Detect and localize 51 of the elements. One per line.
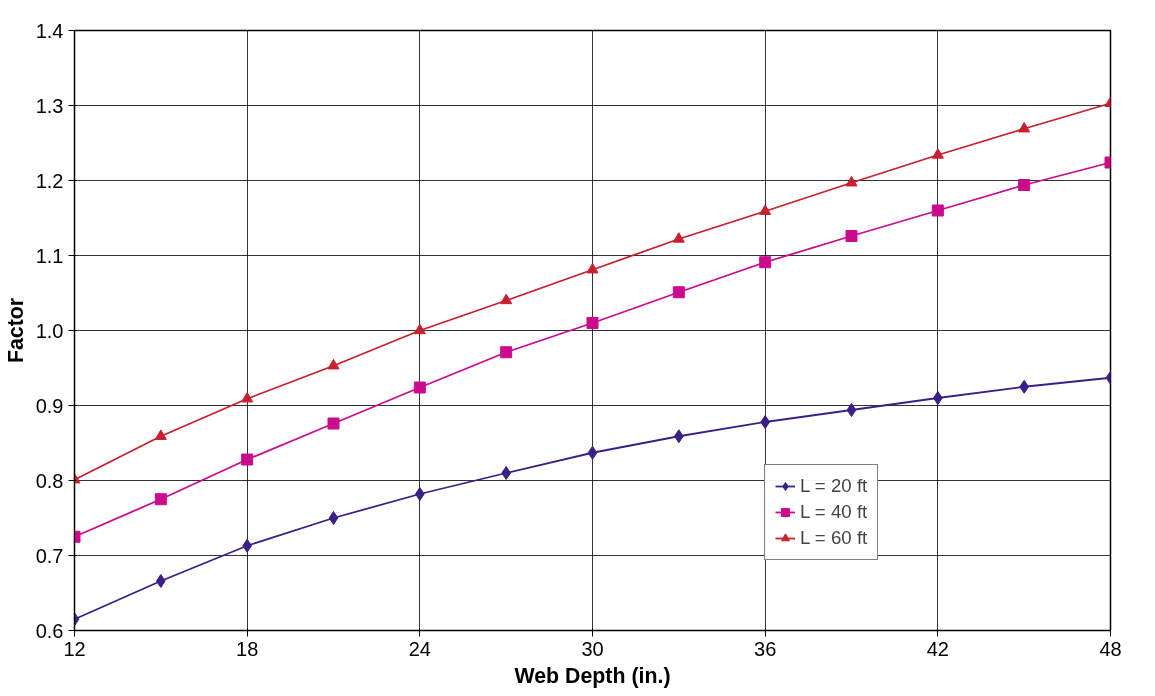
- legend-label: L = 40 ft: [800, 501, 868, 523]
- point: [1018, 179, 1031, 191]
- legend-label: L = 20 ft: [800, 475, 868, 497]
- y-tick-label: 1.0: [35, 319, 64, 342]
- y-tick-label: 0.7: [35, 544, 64, 567]
- point: [760, 415, 770, 429]
- point: [931, 204, 944, 217]
- point: [241, 453, 254, 466]
- x-tick-label: 18: [236, 637, 259, 660]
- y-tick-label: 1.3: [35, 94, 64, 117]
- point: [759, 256, 772, 269]
- x-tick-label: 30: [581, 637, 604, 660]
- x-tick-label: 48: [1099, 637, 1122, 660]
- y-axis-title: Factor: [3, 297, 28, 364]
- point: [327, 358, 340, 370]
- point: [501, 466, 511, 480]
- point: [154, 493, 167, 506]
- point: [413, 323, 426, 335]
- point: [500, 293, 513, 305]
- point: [586, 317, 599, 329]
- point: [328, 511, 339, 525]
- point: [1018, 121, 1031, 133]
- point: [156, 574, 166, 588]
- point: [672, 286, 685, 299]
- point: [413, 381, 426, 394]
- point: [846, 403, 857, 417]
- point: [933, 391, 943, 405]
- point: [759, 204, 772, 215]
- point: [327, 417, 340, 430]
- point: [672, 232, 685, 243]
- point: [241, 391, 254, 403]
- point: [845, 230, 858, 242]
- x-axis-title: Web Depth (in.): [514, 663, 671, 688]
- x-tick-label: 24: [408, 637, 431, 660]
- y-tick-label: 0.6: [35, 619, 64, 642]
- legend-label: L = 60 ft: [800, 527, 868, 549]
- point: [845, 175, 858, 187]
- point: [154, 429, 167, 440]
- x-tick-label: 36: [754, 637, 777, 660]
- y-tick-label: 1.2: [35, 169, 64, 192]
- y-tick-label: 1.1: [35, 244, 64, 267]
- y-tick-label: 0.8: [35, 469, 64, 492]
- y-tick-label: 0.9: [35, 394, 64, 417]
- point: [500, 346, 513, 359]
- y-tick-label: 1.4: [35, 19, 64, 42]
- x-tick-label: 12: [63, 637, 86, 660]
- point: [415, 487, 425, 501]
- point: [586, 262, 599, 274]
- point: [931, 148, 944, 159]
- point: [587, 445, 598, 460]
- x-tick-label: 42: [926, 637, 949, 660]
